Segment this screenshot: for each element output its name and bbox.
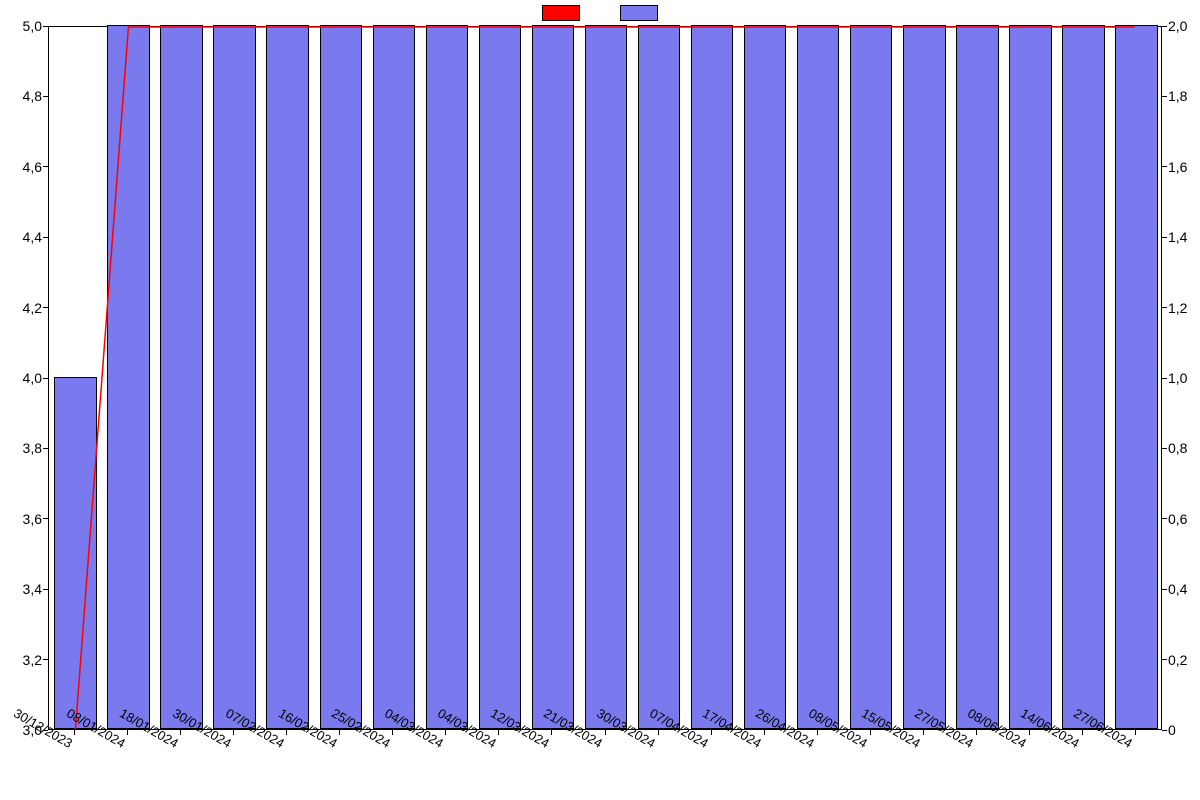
bar [797,25,839,729]
bar [744,25,786,729]
x-tick-mark [764,730,765,735]
bar [1009,25,1051,729]
legend-swatch-line [542,5,580,21]
x-tick-mark [1082,730,1083,735]
chart-container: 3,03,23,43,63,84,04,24,44,64,85,000,20,4… [0,0,1200,800]
bar [107,25,149,729]
x-tick-mark [286,730,287,735]
bar [1115,25,1157,729]
bar [160,25,202,729]
x-tick-mark [233,730,234,735]
x-tick-mark [339,730,340,735]
legend-swatch-bar [620,5,658,21]
y-right-tick-mark [1162,166,1167,167]
y-left-tick-mark [43,26,48,27]
bar [426,25,468,729]
x-tick-mark [1135,730,1136,735]
y-left-tick-mark [43,518,48,519]
x-tick-mark [923,730,924,735]
x-tick-mark [445,730,446,735]
x-tick-mark [976,730,977,735]
bar [54,377,96,729]
bar [691,25,733,729]
y-left-tick-mark [43,96,48,97]
y-right-tick-mark [1162,659,1167,660]
bar [532,25,574,729]
y-right-tick-mark [1162,307,1167,308]
y-left-tick-mark [43,378,48,379]
x-tick-mark [817,730,818,735]
bar [1062,25,1104,729]
y-left-tick-mark [43,307,48,308]
y-left-tick-mark [43,237,48,238]
y-left-tick-mark [43,448,48,449]
bar [903,25,945,729]
legend [0,4,1200,22]
x-tick-mark [127,730,128,735]
y-right-tick-mark [1162,448,1167,449]
bar [850,25,892,729]
plot-area [48,26,1162,730]
x-tick-mark [870,730,871,735]
y-right-tick-mark [1162,96,1167,97]
y-left-tick-mark [43,166,48,167]
x-tick-mark [658,730,659,735]
bar [585,25,627,729]
bar [373,25,415,729]
bar [266,25,308,729]
y-right-tick-mark [1162,518,1167,519]
y-right-tick-mark [1162,589,1167,590]
bar [638,25,680,729]
bar [213,25,255,729]
y-left-tick-mark [43,659,48,660]
x-tick-mark [1029,730,1030,735]
bar [320,25,362,729]
y-right-tick-mark [1162,378,1167,379]
bar [479,25,521,729]
x-tick-mark [392,730,393,735]
x-tick-mark [498,730,499,735]
x-tick-mark [180,730,181,735]
x-tick-mark [74,730,75,735]
y-right-tick-mark [1162,237,1167,238]
y-left-tick-mark [43,589,48,590]
x-tick-mark [605,730,606,735]
x-tick-mark [711,730,712,735]
y-right-tick-mark [1162,730,1167,731]
y-right-tick-mark [1162,26,1167,27]
x-tick-mark [551,730,552,735]
bar [956,25,998,729]
